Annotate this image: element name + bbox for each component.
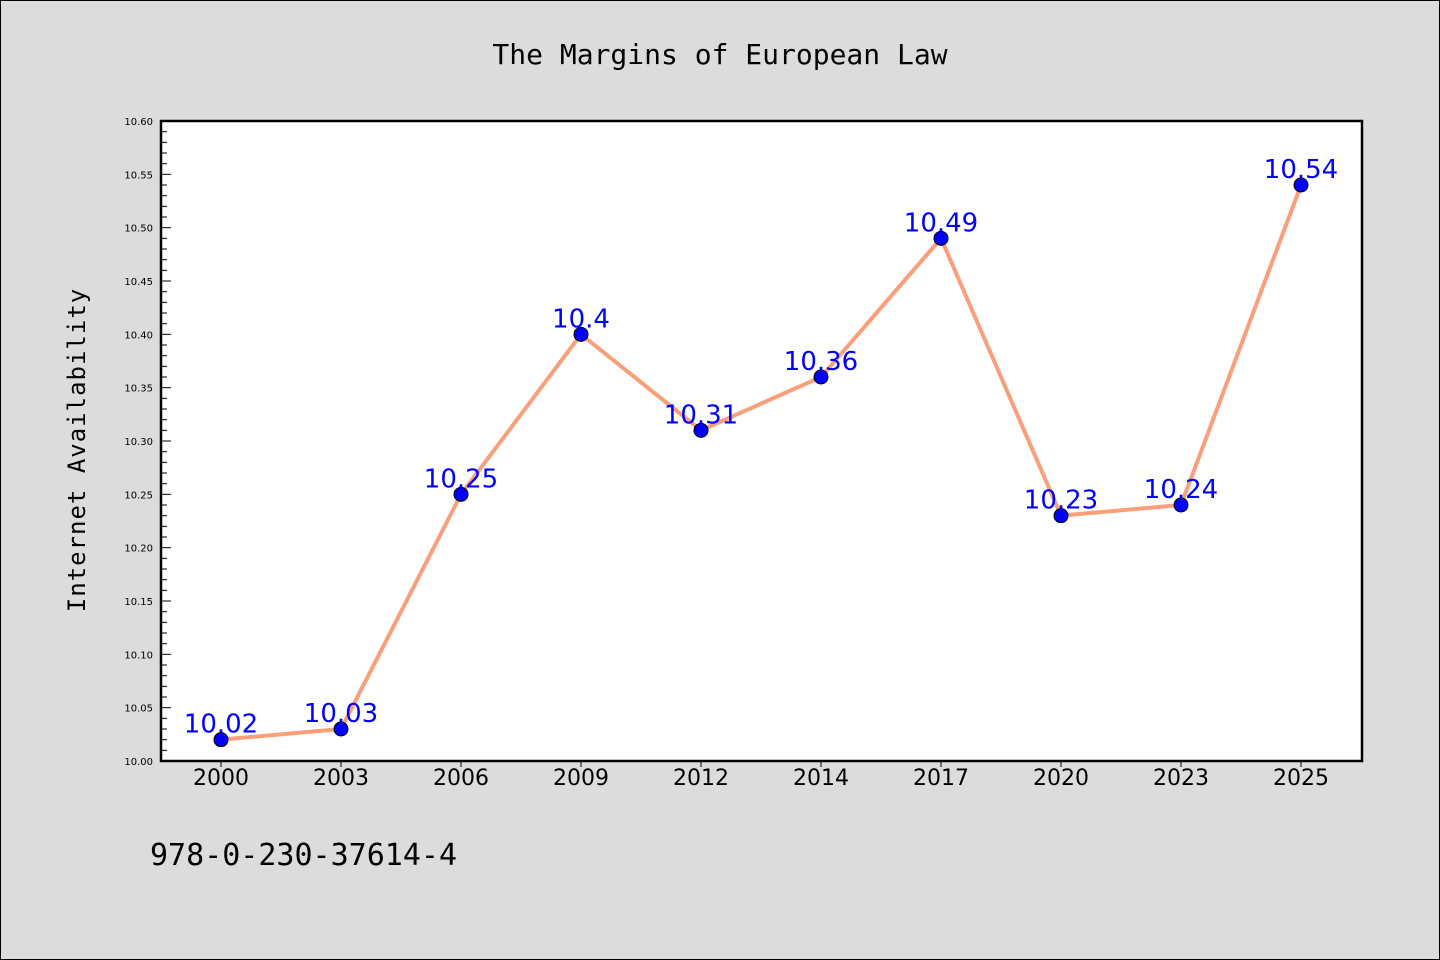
y-tick-label: 10.50 [124,224,153,235]
x-tick-label: 2006 [433,766,489,791]
chart-title: The Margins of European Law [492,38,947,71]
x-axis: 2000 2003 2006 2009 2012 2014 2017 2020 2023 2025 [193,761,1329,791]
x-tick-label: 2025 [1273,766,1329,791]
x-tick-label: 2017 [913,766,969,791]
data-point [693,422,709,438]
y-tick-label: 10.35 [124,384,153,395]
x-tick-label: 2012 [673,766,729,791]
y-tick-label: 10.10 [124,650,153,661]
data-label: 10.49 [904,208,978,238]
y-tick-label: 10.15 [124,597,153,608]
y-tick-label: 10.45 [124,277,153,288]
x-tick-label: 2009 [553,766,609,791]
footer-isbn: 978-0-230-37614-4 [150,838,457,873]
data-label: 10.36 [784,347,858,377]
y-tick-label: 10.25 [124,490,153,501]
data-label: 10.54 [1264,155,1338,185]
x-tick-label: 2020 [1033,766,1089,791]
y-tick-label: 10.40 [124,330,153,341]
y-tick-label: 10.60 [124,117,153,128]
y-tick-label: 10.05 [124,704,153,715]
data-point [573,326,589,342]
data-point [453,486,469,502]
data-point [813,369,829,385]
data-label: 10.23 [1024,486,1098,516]
series-line [220,184,1303,742]
x-tick-label: 2023 [1153,766,1209,791]
plot-frame [159,119,1364,763]
x-tick-label: 2000 [193,766,249,791]
data-label: 10.4 [552,304,610,334]
y-tick-label: 10.30 [124,437,153,448]
data-label: 10.25 [424,464,498,494]
x-tick-label: 2003 [313,766,369,791]
data-label: 10.03 [304,699,378,729]
data-label: 10.02 [184,710,258,740]
data-point [1293,177,1309,193]
data-point [1053,508,1069,524]
x-tick-label: 2014 [793,766,849,791]
data-point [333,721,349,737]
y-axis-label: Internet Availability [63,288,91,612]
plot-area [161,121,1362,761]
data-label: 10.31 [664,400,738,430]
y-tick-label: 10.20 [124,544,153,555]
data-point [213,732,229,748]
y-tick-label: 10.00 [124,757,153,768]
data-label: 10.24 [1144,475,1218,505]
data-point [1173,497,1189,513]
y-tick-label: 10.55 [124,170,153,181]
data-point [933,230,949,246]
series-group: 10.02 10.03 10.25 10.4 10.31 10.36 10.49 10.23 1… [184,155,1338,748]
